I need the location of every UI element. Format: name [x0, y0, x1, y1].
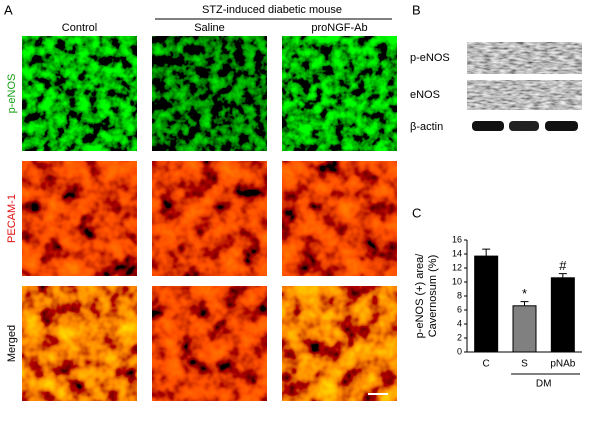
- panel-a: A STZ-induced diabetic mouse Control Sali…: [4, 2, 397, 401]
- band: [509, 121, 539, 131]
- band-label: eNOS: [410, 89, 440, 101]
- y-tick-label: 4: [457, 318, 462, 328]
- column-title: Saline: [194, 22, 225, 34]
- y-tick-label: 16: [452, 234, 462, 244]
- band-label: p-eNOS: [410, 52, 450, 64]
- y-tick-label: 2: [457, 332, 462, 342]
- row-label: Merged: [6, 325, 18, 362]
- band: [545, 121, 578, 131]
- row-label: p-eNOS: [6, 74, 18, 114]
- group-label: DM: [536, 379, 552, 390]
- group-title: STZ-induced diabetic mouse: [202, 4, 342, 16]
- bar: [474, 255, 499, 353]
- y-tick-label: 12: [452, 262, 462, 272]
- y-axis-label: p-eNOS (+) area/: [414, 253, 426, 339]
- blot-band: [467, 42, 582, 74]
- panel-label: A: [4, 2, 13, 17]
- error-bar: [482, 248, 491, 257]
- blot-band: [467, 80, 582, 110]
- micrograph: [22, 36, 137, 151]
- x-tick-label: pNAb: [550, 359, 575, 370]
- error-bar: [520, 301, 529, 306]
- band-label: β-actin: [410, 121, 443, 133]
- bar: [550, 277, 575, 353]
- micrograph: [152, 161, 267, 276]
- panel-b: B p-eNOS eNOS β-actin: [410, 2, 582, 138]
- band: [472, 121, 504, 131]
- y-axis-label: Cavernosum (%): [427, 255, 439, 338]
- error-bar: [558, 273, 567, 278]
- micrograph: [282, 286, 397, 401]
- micrograph: [22, 161, 137, 276]
- bar: [512, 305, 537, 353]
- panel-label: C: [412, 205, 421, 220]
- micrograph: [152, 36, 267, 151]
- y-tick-label: 0: [457, 346, 462, 356]
- micrograph: [282, 161, 397, 276]
- x-tick-label: C: [483, 359, 490, 370]
- annotation: #: [559, 258, 567, 273]
- panel-label: B: [412, 2, 421, 17]
- micrograph: [152, 286, 267, 401]
- annotation: *: [522, 286, 527, 301]
- column-title: proNGF-Ab: [311, 22, 367, 34]
- panel-c: C p-eNOS (+) area/Cavernosum (%) 0 2 4 6 8 10 1…: [412, 205, 582, 390]
- x-tick-label: S: [521, 359, 528, 370]
- y-tick-label: 14: [452, 248, 462, 258]
- column-title: Control: [62, 22, 97, 34]
- y-tick-label: 6: [457, 304, 462, 314]
- row-label: PECAM-1: [6, 194, 18, 243]
- y-tick-label: 10: [452, 276, 462, 286]
- micrograph: [282, 36, 397, 151]
- micrograph: [22, 286, 137, 401]
- y-tick-label: 8: [457, 290, 462, 300]
